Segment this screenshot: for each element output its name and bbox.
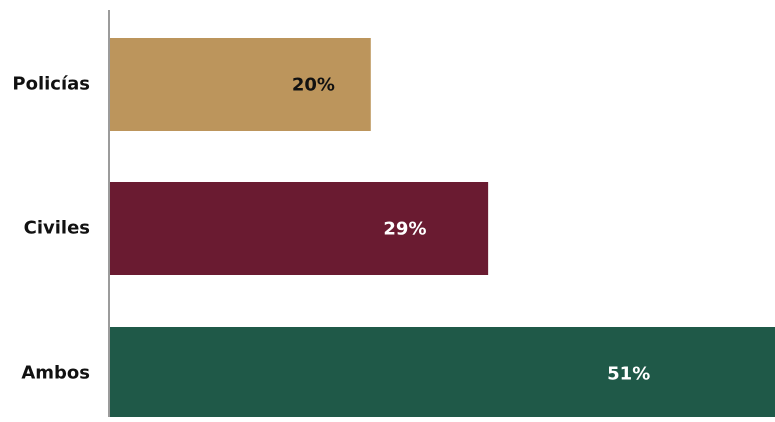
bars-layer bbox=[110, 38, 775, 420]
labels-layer: Policías 20% Civiles 29% Ambos 51% bbox=[12, 74, 650, 385]
value-label-0: 20% bbox=[292, 75, 335, 96]
category-label-0: Policías bbox=[12, 74, 90, 95]
category-label-2: Ambos bbox=[21, 363, 90, 384]
bar-1 bbox=[110, 182, 489, 275]
value-label-1: 29% bbox=[383, 219, 426, 240]
category-label-1: Civiles bbox=[24, 218, 90, 239]
bar-2 bbox=[110, 327, 775, 420]
bar-0 bbox=[110, 38, 371, 131]
value-label-2: 51% bbox=[607, 364, 650, 385]
